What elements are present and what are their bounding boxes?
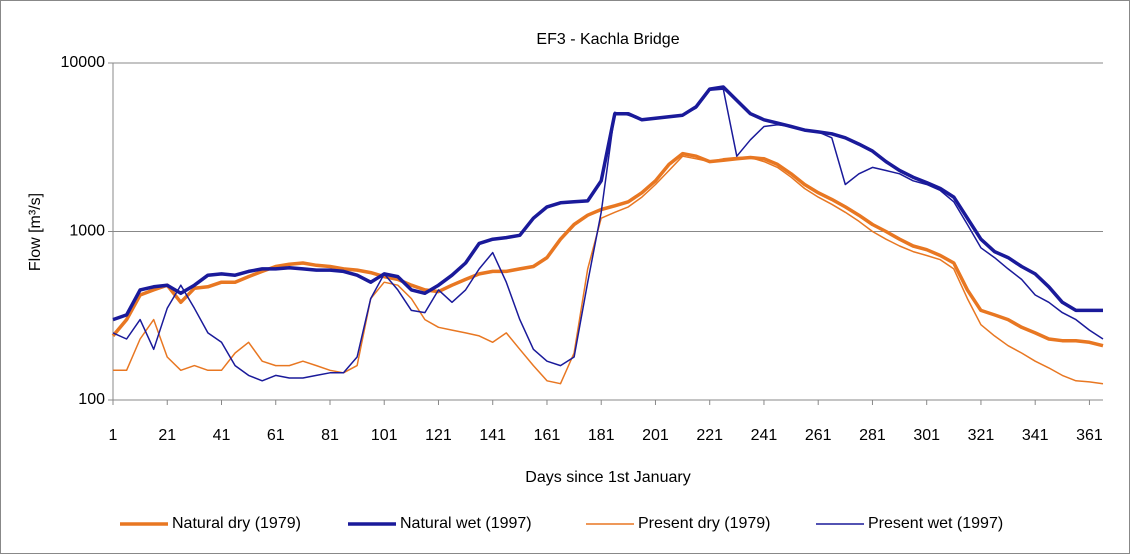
- y-tick-label: 100: [78, 391, 105, 408]
- series-line: [113, 155, 1104, 385]
- x-tick-label: 361: [1076, 427, 1103, 444]
- x-tick-label: 101: [371, 427, 398, 444]
- x-tick-label: 221: [696, 427, 723, 444]
- x-tick-label: 81: [321, 427, 339, 444]
- x-tick-label: 341: [1022, 427, 1049, 444]
- x-tick-label: 261: [805, 427, 832, 444]
- x-tick-label: 61: [267, 427, 285, 444]
- x-axis-label: Days since 1st January: [525, 469, 690, 486]
- series-line: [111, 151, 1104, 348]
- x-tick-label: 141: [479, 427, 506, 444]
- x-tick-label: 241: [751, 427, 778, 444]
- x-tick-label: 321: [968, 427, 995, 444]
- y-tick-label: 10000: [61, 54, 106, 71]
- y-tick-label: 1000: [69, 223, 105, 240]
- x-tick-label: 161: [534, 427, 561, 444]
- x-tick-label: 301: [913, 427, 940, 444]
- legend-label: Present wet (1997): [868, 515, 1003, 532]
- x-tick-label: 21: [158, 427, 176, 444]
- y-axis-label: Flow [m³/s]: [27, 193, 44, 271]
- legend-label: Natural dry (1979): [172, 515, 301, 532]
- series-line: [112, 88, 1104, 382]
- legend-label: Present dry (1979): [638, 515, 771, 532]
- x-tick-label: 1: [109, 427, 118, 444]
- legend-label: Natural wet (1997): [400, 515, 532, 532]
- series-line: [112, 85, 1103, 322]
- x-tick-label: 41: [213, 427, 231, 444]
- chart-title: EF3 - Kachla Bridge: [536, 31, 679, 48]
- x-tick-label: 181: [588, 427, 615, 444]
- x-tick-label: 121: [425, 427, 452, 444]
- x-tick-label: 281: [859, 427, 886, 444]
- x-tick-label: 201: [642, 427, 669, 444]
